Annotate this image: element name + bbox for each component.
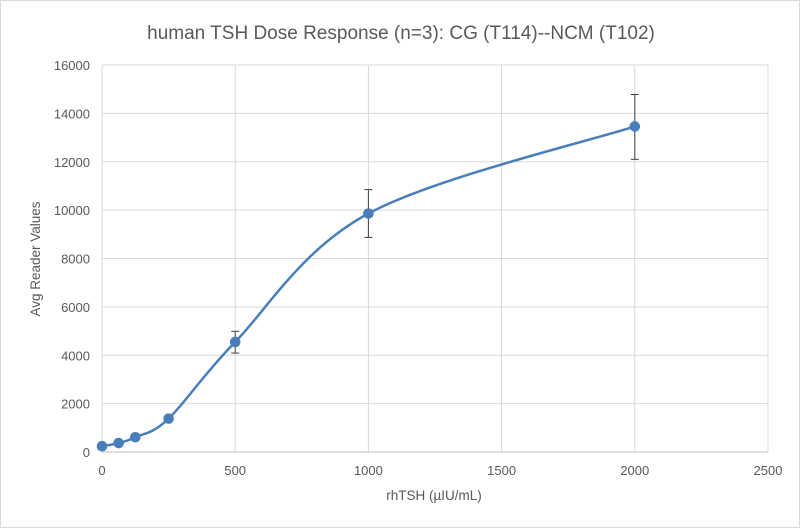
chart-title: human TSH Dose Response (n=3): CG (T114)… <box>147 23 655 44</box>
y-tick-label: 2000 <box>61 397 90 412</box>
y-tick-label: 14000 <box>54 106 90 121</box>
x-tick-label: 500 <box>224 463 246 478</box>
x-tick-label: 2500 <box>754 463 783 478</box>
data-point <box>96 440 108 452</box>
y-axis-label: Avg Reader Values <box>28 201 43 316</box>
grid <box>101 64 769 453</box>
data-point <box>130 431 141 443</box>
tick-labels: 0 2000 4000 6000 8000 10000 12000 14000 16000 0 50… <box>54 58 783 478</box>
y-tick-label: 16000 <box>54 58 90 73</box>
data-point <box>629 121 641 132</box>
y-tick-label: 6000 <box>61 300 90 315</box>
y-tick-label: 12000 <box>54 155 90 170</box>
y-tick-label: 4000 <box>61 348 90 363</box>
y-tick-label: 0 <box>83 445 90 460</box>
x-tick-label: 0 <box>98 463 105 478</box>
y-tick-label: 10000 <box>54 203 90 218</box>
series <box>96 94 641 452</box>
x-tick-label: 1500 <box>487 463 516 478</box>
data-point <box>229 336 241 348</box>
data-point <box>363 208 374 219</box>
y-tick-label: 8000 <box>61 252 90 267</box>
x-tick-label: 1000 <box>354 463 383 478</box>
data-point <box>113 437 124 449</box>
x-axis-label: rhTSH (µIU/mL) <box>386 488 482 503</box>
x-tick-label: 2000 <box>620 463 649 478</box>
data-point <box>163 413 174 424</box>
